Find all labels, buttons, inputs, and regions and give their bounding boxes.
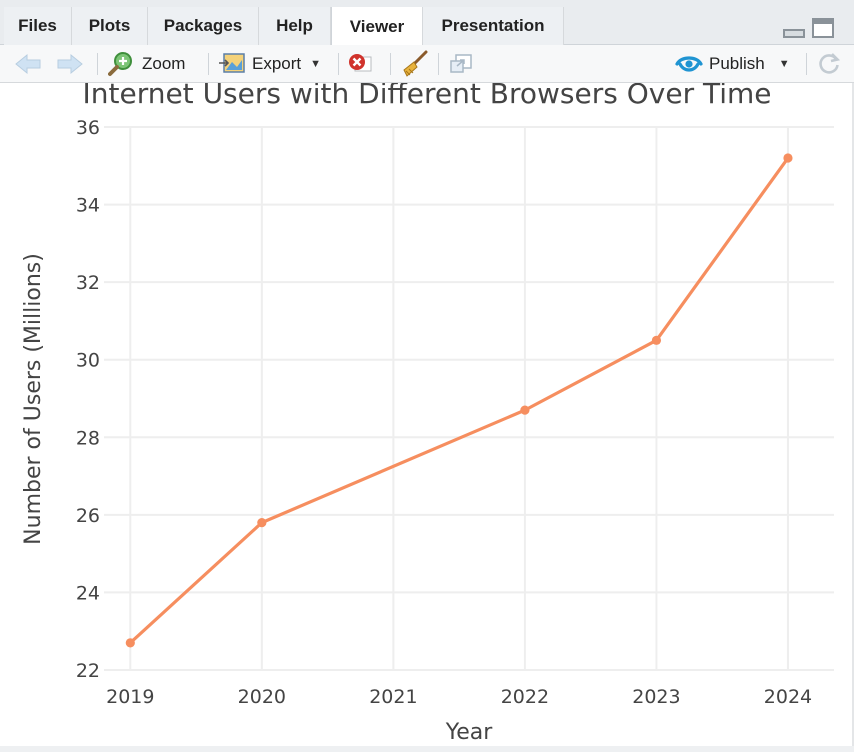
- chart-title: Internet Users with Different Browsers O…: [82, 83, 771, 110]
- tab-files[interactable]: Files: [4, 7, 72, 45]
- clear-all-button[interactable]: [400, 50, 428, 77]
- viewer-toolbar: Zoom Export ▼ Publish ▼: [0, 45, 854, 83]
- data-point[interactable]: [257, 518, 267, 528]
- toolbar-divider: [208, 53, 209, 75]
- refresh-button[interactable]: [816, 51, 842, 77]
- remove-viewer-button[interactable]: [347, 51, 373, 77]
- data-point[interactable]: [125, 638, 135, 648]
- forward-button[interactable]: [56, 51, 84, 77]
- data-point[interactable]: [651, 335, 662, 345]
- export-button[interactable]: Export ▼: [218, 51, 321, 77]
- line-chart: 22 24 26 28 30 32 34 36 2019 2020 2021 2022 2023 2024…: [21, 83, 834, 745]
- y-tick-label: 24: [76, 582, 100, 604]
- publish-button[interactable]: Publish ▼: [674, 51, 790, 77]
- refresh-icon: [819, 53, 841, 74]
- tab-presentation-label: Presentation: [441, 16, 545, 35]
- plot-viewer: 22 24 26 28 30 32 34 36 2019 2020 2021 2022 2023 2024…: [0, 83, 854, 752]
- maximize-pane-button[interactable]: [812, 18, 834, 38]
- zoom-label: Zoom: [142, 54, 186, 73]
- arrow-right-icon: [57, 53, 83, 75]
- toolbar-divider: [438, 53, 439, 75]
- tab-help[interactable]: Help: [259, 7, 331, 45]
- zoom-button[interactable]: Zoom: [108, 51, 185, 77]
- x-tick-label: 2023: [632, 686, 680, 708]
- tick-labels: 22 24 26 28 30 32 34 36 2019 2020 2021 2022 2023 2024: [76, 117, 812, 708]
- remove-icon: [349, 54, 372, 72]
- y-tick-label: 32: [76, 272, 100, 294]
- series-users: [125, 153, 793, 648]
- toolbar-divider: [97, 53, 98, 75]
- zoom-icon: [108, 52, 132, 76]
- tab-plots-label: Plots: [88, 16, 131, 35]
- y-tick-label: 36: [76, 117, 100, 139]
- export-label: Export: [252, 54, 302, 73]
- chevron-down-icon: ▼: [778, 58, 790, 70]
- data-point[interactable]: [783, 153, 793, 163]
- y-tick-label: 26: [76, 505, 100, 527]
- tab-viewer[interactable]: Viewer: [331, 7, 423, 46]
- y-tick-label: 30: [76, 350, 100, 372]
- tab-packages[interactable]: Packages: [148, 7, 259, 45]
- x-axis-label: Year: [445, 720, 494, 745]
- pane-border: [0, 746, 854, 752]
- x-tick-label: 2021: [369, 686, 417, 708]
- minimize-pane-button[interactable]: [783, 29, 805, 38]
- publish-icon: [675, 56, 703, 72]
- data-point[interactable]: [520, 405, 530, 415]
- x-tick-label: 2020: [238, 686, 286, 708]
- y-tick-label: 22: [76, 660, 100, 682]
- tab-presentation[interactable]: Presentation: [423, 7, 564, 45]
- tab-files-label: Files: [18, 16, 57, 35]
- back-button[interactable]: [14, 51, 42, 77]
- tab-packages-label: Packages: [163, 16, 243, 35]
- broom-icon: [403, 50, 428, 77]
- tab-viewer-label: Viewer: [349, 16, 405, 36]
- toolbar-divider: [806, 53, 807, 75]
- tab-help-label: Help: [276, 16, 313, 35]
- series-line: [129, 157, 790, 645]
- grid-lines: [104, 126, 834, 671]
- pane-tab-bar: Files Plots Packages Help Viewer Present…: [0, 0, 854, 46]
- y-axis-label: Number of Users (Millions): [21, 253, 46, 545]
- toolbar-divider: [338, 53, 339, 75]
- chevron-down-icon: ▼: [310, 58, 322, 70]
- popout-icon: [450, 54, 472, 73]
- arrow-left-icon: [15, 53, 41, 75]
- x-tick-label: 2019: [106, 686, 154, 708]
- publish-label: Publish: [709, 54, 765, 73]
- y-tick-label: 28: [76, 427, 100, 449]
- tab-plots[interactable]: Plots: [72, 7, 148, 45]
- show-in-window-button[interactable]: [448, 51, 474, 77]
- toolbar-divider: [390, 53, 391, 75]
- x-tick-label: 2022: [501, 686, 549, 708]
- pane-border: [852, 83, 854, 752]
- x-tick-label: 2024: [764, 686, 812, 708]
- export-image-icon: [219, 53, 245, 73]
- y-tick-label: 34: [76, 195, 100, 217]
